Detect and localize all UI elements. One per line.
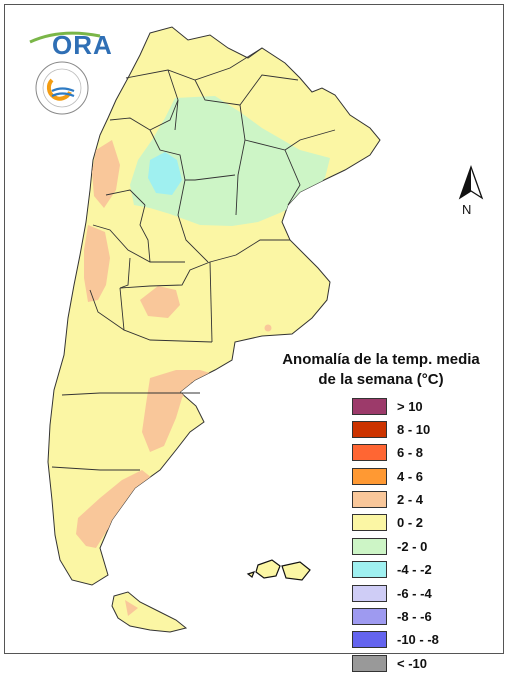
north-arrow-icon [458,165,484,200]
legend-swatch [352,397,387,415]
legend-item: 0 - 2 [352,513,439,533]
north-label: N [462,202,472,217]
legend-swatch [352,654,387,672]
legend-label: > 10 [397,398,423,414]
legend-swatch [352,491,387,509]
legend-swatch [352,608,387,626]
logo-swoosh [29,31,101,44]
legend-item: -2 - 0 [352,536,439,556]
legend-item: 8 - 10 [352,419,439,439]
anomaly-area-2-4-patagonia-north [142,370,220,452]
legend-title-line1: Anomalía de la temp. media [282,351,480,368]
legend-label: -4 - -2 [397,562,432,578]
legend-swatch [352,537,387,555]
institute-seal [35,61,89,115]
legend-swatch [352,514,387,532]
falkland-islands [246,559,311,581]
map-frame [4,4,504,654]
logo-ora-text: ORA [52,30,113,60]
legend-title: Anomalía de la temp. media de la semana … [276,350,486,390]
anomaly-area-minus2-0-north [130,96,330,226]
legend-label: < -10 [397,655,427,671]
province-borders [51,47,336,471]
legend-item: 6 - 8 [352,443,439,463]
legend-title-line2: de la semana (°C) [318,371,444,388]
legend-label: 0 - 2 [397,515,424,531]
anomaly-area-2-4-center [140,286,180,318]
legend-label: 2 - 4 [397,492,424,508]
legend-label: -8 - -6 [397,609,432,625]
anomaly-area-2-4-patagonia-south [76,470,152,548]
legend-label: -10 - -8 [397,632,439,648]
legend-swatch [352,444,387,462]
legend-item: -4 - -2 [352,560,439,580]
legend-item: 4 - 6 [352,466,439,486]
legend-item: -6 - -4 [352,583,439,603]
legend-item: < -10 [352,653,439,673]
argentina-anomaly-map [29,26,381,633]
tierra-del-fuego [111,591,188,633]
legend: > 10 8 - 10 6 - 8 4 - 6 2 - 4 0 - 2 -2 -… [352,396,439,677]
anomaly-spot-2-4 [264,324,272,332]
legend-item: > 10 [352,396,439,416]
legend-label: 4 - 6 [397,468,424,484]
anomaly-area-minus4-minus2 [148,152,182,195]
legend-label: 8 - 10 [397,421,431,437]
legend-swatch [352,561,387,579]
legend-swatch [352,467,387,485]
legend-label: -6 - -4 [397,585,432,601]
legend-swatch [352,631,387,649]
legend-item: -10 - -8 [352,630,439,650]
legend-swatch [352,420,387,438]
legend-item: 2 - 4 [352,490,439,510]
anomaly-area-2-4-west [84,225,110,302]
anomaly-area-2-4-northwest [92,140,120,208]
legend-swatch [352,584,387,602]
legend-item: -8 - -6 [352,607,439,627]
legend-label: 6 - 8 [397,445,424,461]
legend-label: -2 - 0 [397,538,428,554]
